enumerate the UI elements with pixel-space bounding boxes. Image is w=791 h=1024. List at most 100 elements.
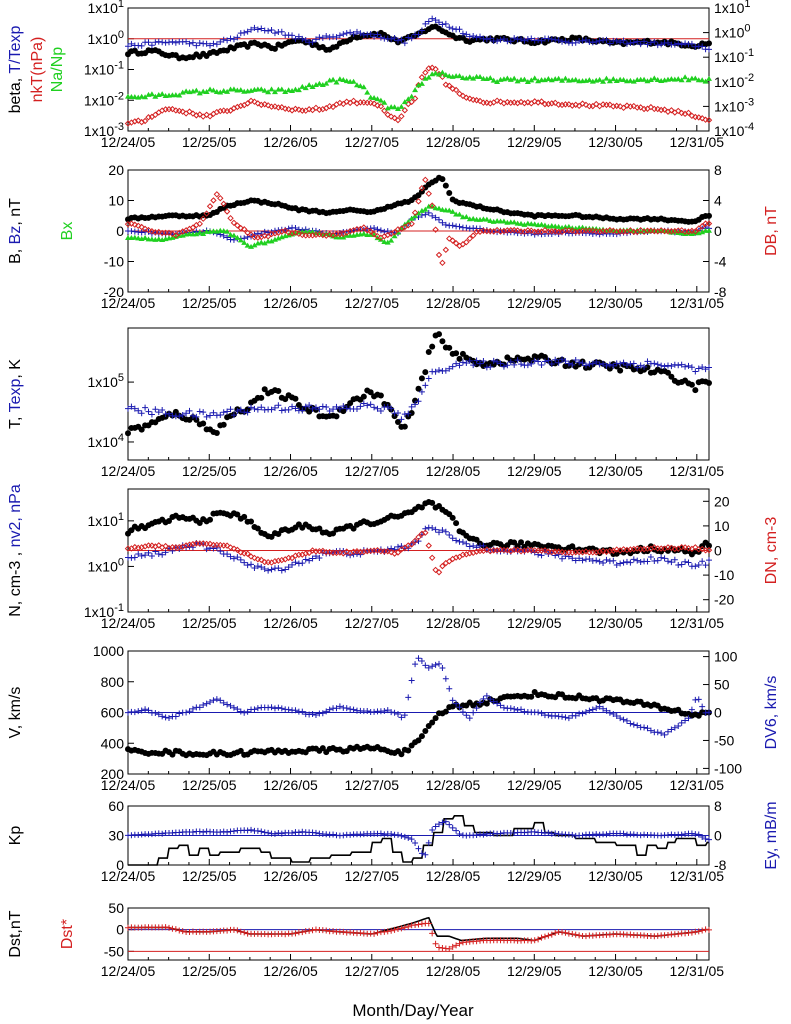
data-point [316, 555, 323, 562]
tick-label: 60 [108, 798, 124, 814]
data-point [634, 38, 641, 45]
data-point [384, 928, 391, 935]
data-point [381, 99, 388, 105]
data-point [360, 400, 367, 407]
data-point [179, 108, 186, 115]
data-point [258, 556, 265, 564]
data-point [183, 410, 190, 417]
data-point [572, 712, 579, 719]
data-point [224, 37, 231, 44]
x-tick-label: 12/31/05 [670, 868, 725, 884]
data-point [179, 542, 186, 549]
x-tick-label: 12/29/05 [507, 963, 562, 979]
x-tick-label: 12/30/05 [588, 463, 643, 479]
data-point [439, 176, 446, 183]
data-point [237, 237, 244, 243]
data-point [483, 99, 491, 106]
data-point [244, 242, 251, 248]
data-point [531, 75, 538, 81]
data-point [254, 705, 261, 712]
data-point [435, 569, 443, 576]
data-point [678, 77, 685, 83]
data-point [278, 86, 285, 92]
data-point [705, 546, 713, 554]
data-point [275, 387, 282, 394]
data-point [706, 75, 712, 81]
data-point [593, 358, 600, 365]
data-point [559, 38, 566, 45]
data-point [411, 209, 419, 216]
data-point [418, 850, 425, 857]
data-point [477, 74, 484, 80]
data-point [234, 927, 241, 934]
data-point [418, 184, 426, 192]
data-point [377, 408, 384, 415]
tick-label: 0 [116, 223, 124, 239]
data-point [145, 549, 152, 556]
data-point [230, 555, 237, 562]
tick-label: 1x10-2 [84, 90, 124, 108]
data-point [446, 207, 453, 213]
data-point [538, 934, 545, 941]
data-point [408, 35, 415, 42]
data-point [439, 219, 446, 226]
data-point [388, 545, 395, 552]
data-point [394, 116, 402, 124]
data-point [412, 87, 419, 93]
data-point [203, 546, 210, 553]
data-point [309, 710, 316, 717]
data-point [695, 114, 702, 121]
data-point [360, 393, 367, 400]
data-point [346, 227, 354, 235]
data-point [196, 111, 203, 118]
data-point [135, 407, 142, 414]
data-point [415, 655, 422, 662]
data-point [244, 28, 251, 35]
data-point [309, 229, 316, 235]
data-point [254, 406, 261, 413]
data-point [285, 87, 292, 93]
data-point [418, 733, 425, 740]
data-point [541, 933, 548, 940]
data-point [654, 361, 661, 368]
data-point [330, 831, 337, 838]
data-point [582, 548, 590, 555]
data-point [261, 228, 268, 235]
data-point [210, 197, 217, 204]
data-point [364, 227, 371, 234]
data-point [333, 79, 340, 85]
data-point [589, 39, 596, 46]
data-point [234, 554, 241, 561]
data-point [453, 700, 460, 707]
data-point [258, 828, 265, 835]
x-tick-label: 12/24/05 [101, 868, 156, 884]
data-point [412, 397, 419, 404]
data-point [323, 708, 330, 715]
data-point [387, 548, 395, 556]
data-point [675, 76, 682, 82]
data-point [258, 25, 265, 32]
data-point [453, 942, 460, 949]
y-axis-label: beta, T/Texp [7, 26, 24, 114]
data-point [623, 40, 630, 47]
data-point [432, 17, 439, 24]
data-point [412, 661, 419, 668]
data-point [565, 715, 572, 722]
data-point [388, 831, 395, 838]
data-point [706, 709, 712, 716]
data-point [186, 708, 193, 715]
data-point [384, 105, 391, 111]
data-point [408, 403, 415, 410]
data-point [418, 388, 425, 395]
tick-label: 10 [714, 518, 730, 534]
data-point [545, 357, 552, 364]
data-point [664, 362, 671, 369]
data-point [415, 921, 422, 928]
data-point [572, 39, 579, 46]
data-point [292, 395, 299, 402]
data-point [169, 751, 176, 758]
data-point [706, 40, 712, 47]
data-point [196, 40, 203, 47]
data-point [241, 709, 248, 716]
